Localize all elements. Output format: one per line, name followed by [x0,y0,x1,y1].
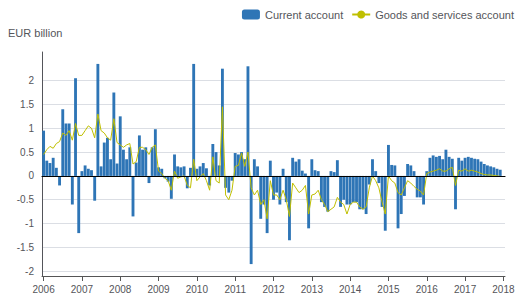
svg-text:2016: 2016 [416,284,439,295]
svg-text:2012: 2012 [262,284,285,295]
svg-text:2011: 2011 [224,284,246,295]
svg-text:Current account: Current account [265,9,343,21]
svg-text:2007: 2007 [71,284,94,295]
svg-text:-0.5: -0.5 [17,194,35,205]
svg-text:-1.5: -1.5 [17,242,35,253]
svg-text:2010: 2010 [186,284,209,295]
svg-text:2018: 2018 [492,284,515,295]
svg-text:2009: 2009 [147,284,170,295]
svg-text:2: 2 [28,75,34,86]
svg-text:2006: 2006 [32,284,55,295]
svg-text:1: 1 [28,123,34,134]
svg-text:2015: 2015 [377,284,400,295]
svg-text:2017: 2017 [454,284,477,295]
svg-text:2014: 2014 [339,284,362,295]
svg-text:0.5: 0.5 [20,147,34,158]
svg-text:2008: 2008 [109,284,132,295]
svg-text:-2: -2 [25,266,34,277]
svg-text:0: 0 [28,170,34,181]
svg-text:2013: 2013 [301,284,324,295]
svg-text:Goods and services account: Goods and services account [375,9,514,21]
svg-text:-1: -1 [25,218,34,229]
svg-text:1.5: 1.5 [20,99,34,110]
svg-text:EUR billion: EUR billion [8,27,62,39]
